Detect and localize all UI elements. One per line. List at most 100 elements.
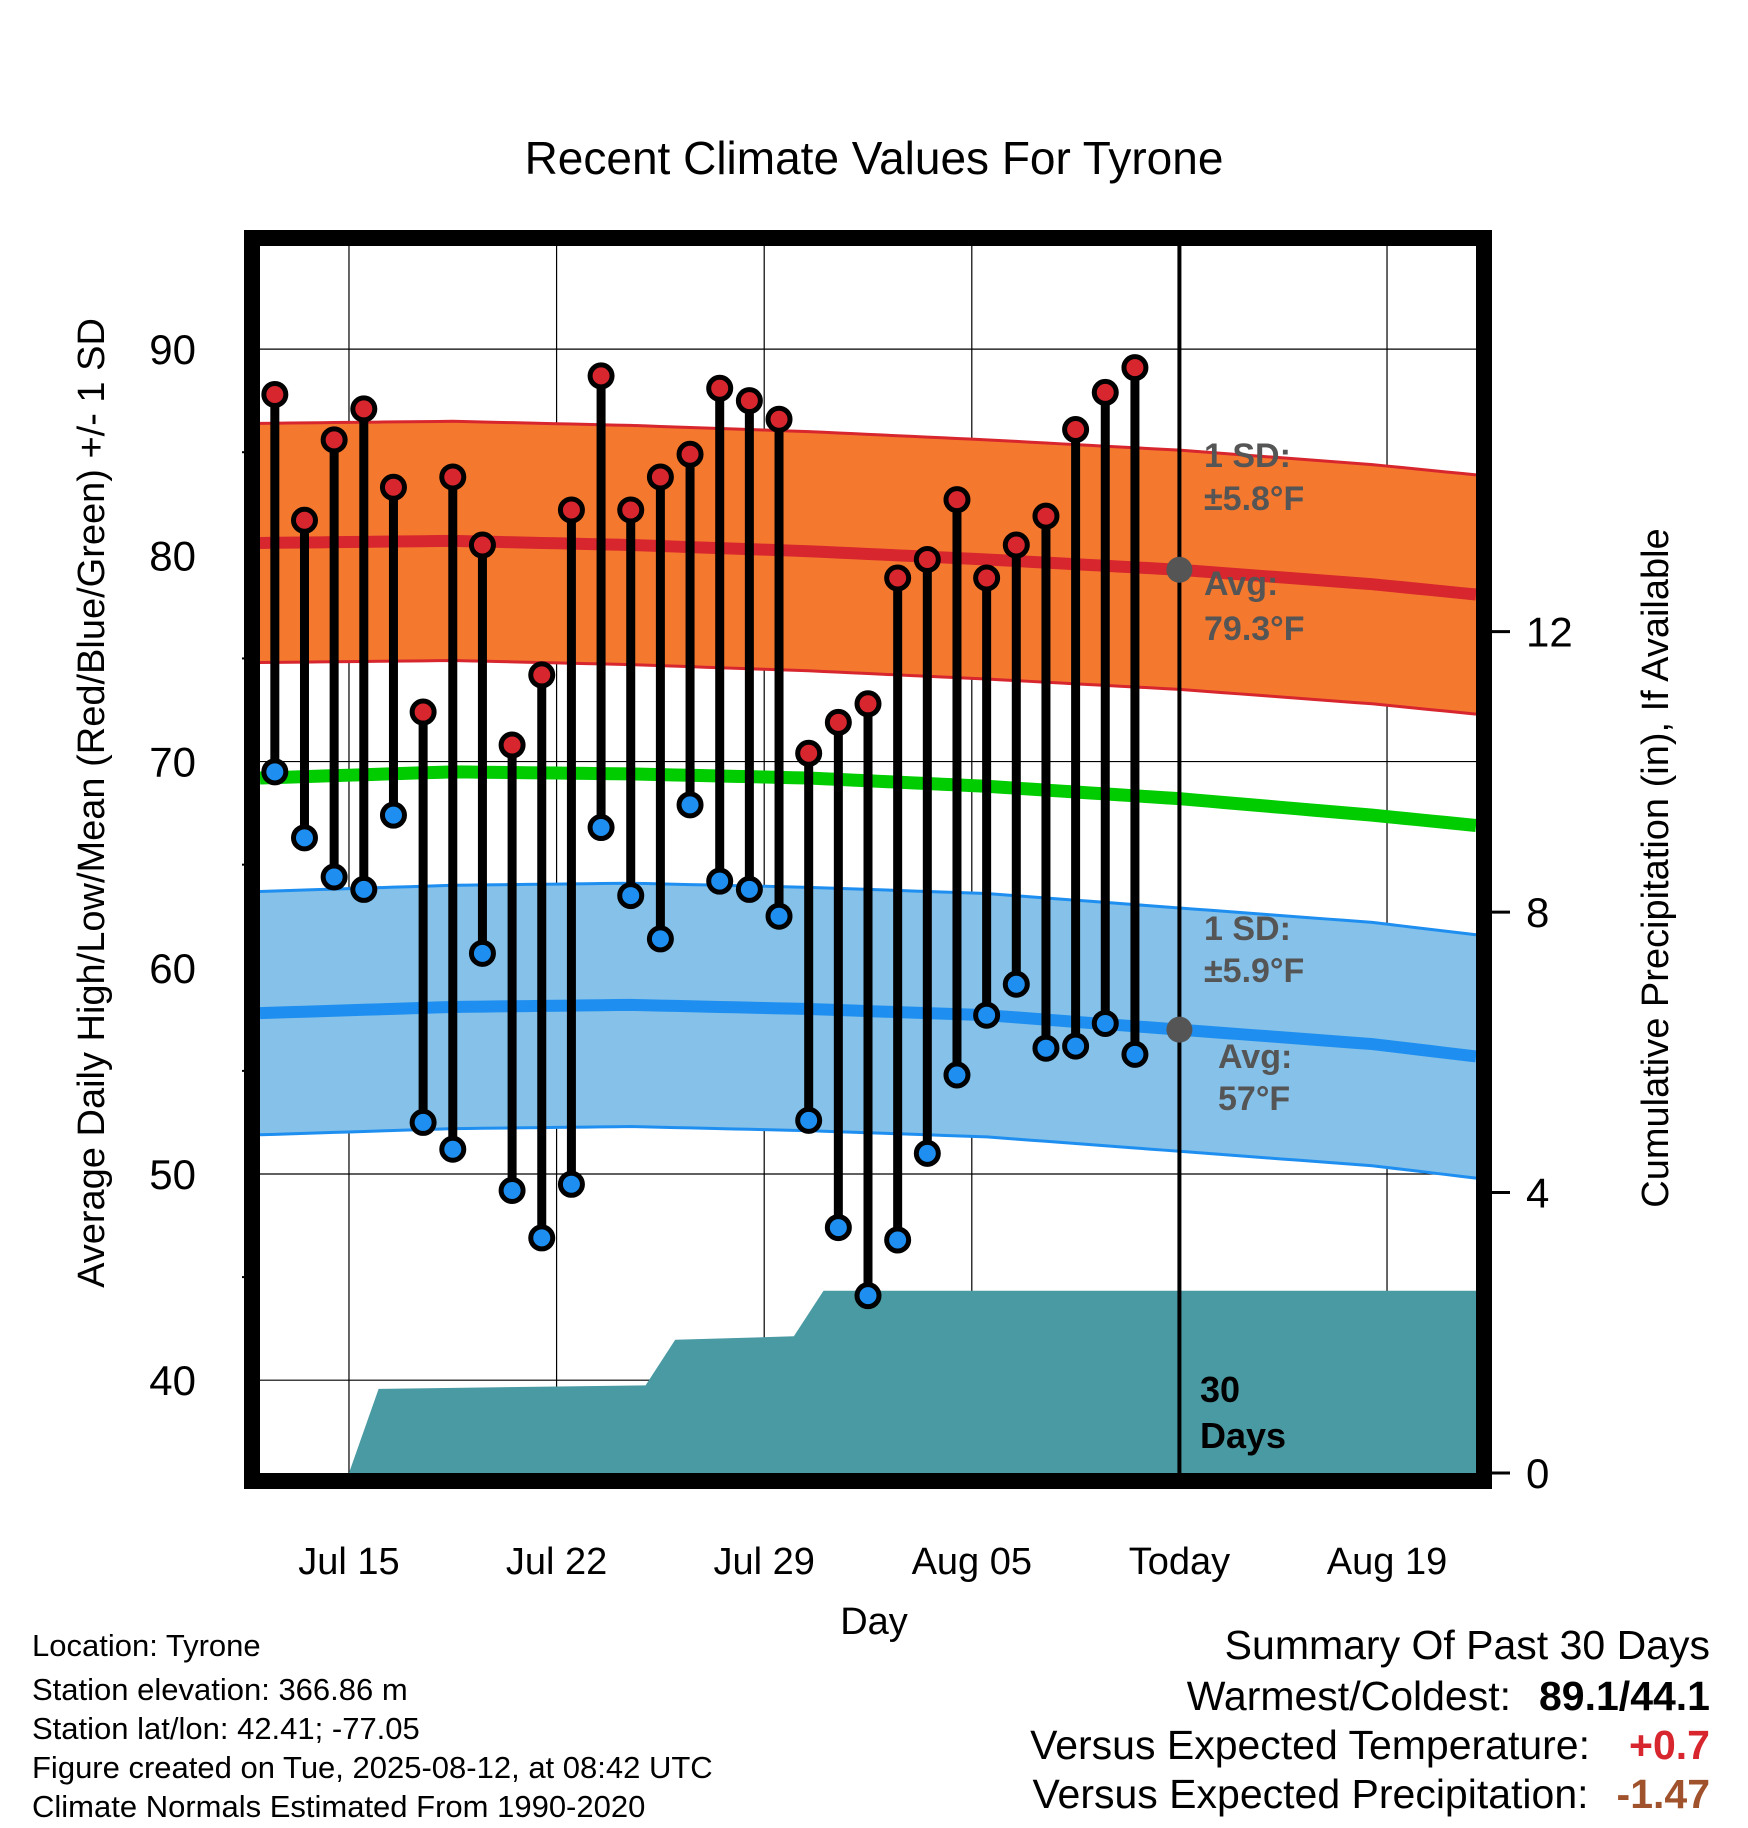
- temp-label: Versus Expected Temperature:: [1030, 1722, 1590, 1768]
- low-sd-label: 1 SD:: [1204, 910, 1291, 948]
- summary-title: Summary Of Past 30 Days: [1224, 1622, 1710, 1668]
- y-tick-label-90: 90: [149, 326, 196, 373]
- today-low-normal-marker: [1166, 1016, 1193, 1043]
- high-temp-point: [1091, 378, 1119, 406]
- y-tick-label-50: 50: [149, 1151, 196, 1198]
- high-temp-point: [735, 387, 763, 415]
- chart-title: Recent Climate Values For Tyrone: [525, 132, 1224, 184]
- low-temp-point: [1121, 1040, 1149, 1068]
- high-temp-point: [587, 362, 615, 390]
- high-temp-point: [824, 708, 852, 736]
- high-temp-point: [795, 739, 823, 767]
- y-tick-label-40: 40: [149, 1357, 196, 1404]
- summary-precip: Versus Expected Precipitation: -1.47: [1032, 1771, 1710, 1818]
- high-normal-line: [259, 534, 1477, 601]
- low-temp-point: [409, 1108, 437, 1136]
- high-temp-point: [884, 564, 912, 592]
- location-text: Location: Tyrone: [32, 1628, 261, 1663]
- high-temp-point: [1032, 502, 1060, 530]
- period-label-number: 30: [1200, 1369, 1240, 1410]
- low-temp-point: [468, 939, 496, 967]
- high-temp-point: [379, 473, 407, 501]
- plot-frame: [244, 230, 1492, 1489]
- today-high-normal-marker: [1166, 556, 1193, 583]
- low-temp-point: [884, 1226, 912, 1254]
- low-temp-point: [854, 1282, 882, 1310]
- plot-area: 1 SD: ±5.8°F Avg: 79.3°F 1 SD: ±5.9°F Avg: 57°F…: [149, 230, 1573, 1583]
- high-temp-point: [973, 564, 1001, 592]
- period-label-days: Days: [1200, 1415, 1286, 1456]
- low-temp-point: [587, 814, 615, 842]
- high-temp-point: [765, 405, 793, 433]
- low-temp-point: [290, 824, 318, 852]
- low-temp-point: [379, 801, 407, 829]
- warmest-value: 89.1/44.1: [1539, 1673, 1710, 1719]
- low-temp-point: [824, 1214, 852, 1242]
- warmest-label: Warmest/Coldest:: [1186, 1673, 1511, 1719]
- y2-tick-label-12: 12: [1526, 609, 1573, 656]
- high-temp-point: [1121, 354, 1149, 382]
- high-temp-point: [913, 545, 941, 573]
- low-temp-point: [1062, 1032, 1090, 1060]
- high-temp-point: [1062, 416, 1090, 444]
- low-temp-point: [1032, 1034, 1060, 1062]
- latlon-text: Station lat/lon: 42.41; -77.05: [32, 1711, 420, 1746]
- precip-label: Versus Expected Precipitation:: [1032, 1771, 1589, 1817]
- low-temp-point: [706, 867, 734, 895]
- y2-tick-label-4: 4: [1526, 1170, 1549, 1217]
- high-sd-value: ±5.8°F: [1204, 480, 1304, 518]
- high-temp-point: [943, 486, 971, 514]
- low-temp-point: [498, 1176, 526, 1204]
- low-temp-point: [765, 902, 793, 930]
- low-temp-point: [795, 1106, 823, 1134]
- precip-value: -1.47: [1616, 1771, 1710, 1817]
- low-temp-point: [528, 1224, 556, 1252]
- y-tick-label-80: 80: [149, 532, 196, 579]
- low-temp-point: [1091, 1009, 1119, 1037]
- low-temp-point: [320, 863, 348, 891]
- x-tick-label: Aug 19: [1327, 1541, 1447, 1583]
- high-temp-point: [706, 374, 734, 402]
- low-temp-point: [973, 1001, 1001, 1029]
- high-temp-point: [261, 380, 289, 408]
- low-avg-value: 57°F: [1218, 1080, 1290, 1118]
- high-temp-point: [854, 690, 882, 718]
- y2-axis-label: Cumulative Precipitation (in), If Availa…: [1635, 528, 1677, 1207]
- high-temp-point: [676, 440, 704, 468]
- high-sd-band: [260, 421, 1476, 715]
- high-temp-point: [409, 698, 437, 726]
- temp-value: +0.7: [1629, 1722, 1710, 1768]
- y2-tick-label-8: 8: [1526, 889, 1549, 936]
- high-temp-point: [498, 731, 526, 759]
- high-sd-label: 1 SD:: [1204, 437, 1291, 475]
- high-temp-point: [528, 661, 556, 689]
- elevation-text: Station elevation: 366.86 m: [32, 1672, 408, 1707]
- high-temp-point: [617, 496, 645, 524]
- x-tick-label: Jul 22: [506, 1541, 607, 1583]
- high-avg-value: 79.3°F: [1204, 610, 1305, 648]
- high-temp-point: [290, 506, 318, 534]
- precipitation-area: [348, 1290, 1477, 1473]
- low-temp-point: [617, 882, 645, 910]
- low-temp-point: [943, 1061, 971, 1089]
- low-avg-label: Avg:: [1218, 1038, 1292, 1076]
- high-sd-band-upper-edge: [259, 419, 1477, 477]
- high-avg-label: Avg:: [1204, 565, 1278, 603]
- high-temp-point: [557, 496, 585, 524]
- low-sd-value: ±5.9°F: [1204, 952, 1304, 990]
- x-axis-label: Day: [840, 1601, 908, 1643]
- high-temp-point: [1002, 531, 1030, 559]
- high-temp-point: [320, 426, 348, 454]
- x-tick-label: Jul 15: [298, 1541, 399, 1583]
- x-tick-label: Aug 05: [912, 1541, 1032, 1583]
- high-temp-point: [646, 463, 674, 491]
- y-tick-label-70: 70: [149, 739, 196, 786]
- x-tick-label: Today: [1129, 1541, 1230, 1583]
- low-temp-point: [735, 875, 763, 903]
- created-text: Figure created on Tue, 2025-08-12, at 08…: [32, 1750, 713, 1785]
- high-sd-band-lower-edge: [259, 658, 1477, 716]
- y-axis-label: Average Daily High/Low/Mean (Red/Blue/Gr…: [71, 318, 113, 1288]
- summary-warmest: Warmest/Coldest: 89.1/44.1: [1187, 1673, 1710, 1720]
- low-temp-point: [261, 758, 289, 786]
